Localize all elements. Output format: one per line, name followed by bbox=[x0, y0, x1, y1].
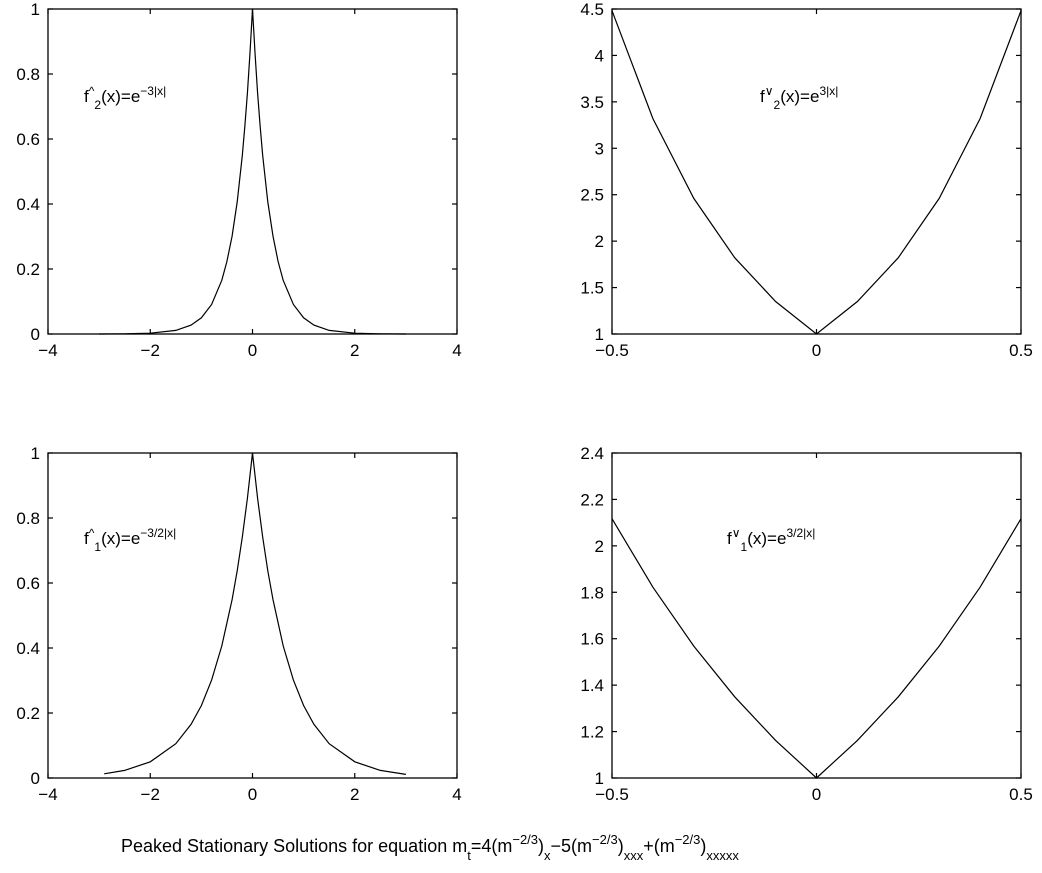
figure-caption: Peaked Stationary Solutions for equation… bbox=[121, 832, 739, 863]
annotation-part-1: ∨ bbox=[732, 526, 741, 540]
annotation-part-3: (x)=e bbox=[747, 529, 786, 548]
x-tick-label: 0.5 bbox=[1009, 341, 1033, 360]
y-tick-label: 2.2 bbox=[580, 490, 604, 509]
function-annotation: f^1(x)=e−3/2|x| bbox=[84, 526, 176, 554]
caption-part-0: Peaked Stationary Solutions for equation… bbox=[121, 836, 467, 856]
x-tick-label: 0.5 bbox=[1009, 785, 1033, 804]
y-tick-label: 1.6 bbox=[580, 630, 604, 649]
x-tick-label: 2 bbox=[350, 785, 359, 804]
annotation-part-1: ^ bbox=[89, 526, 95, 540]
y-tick-label: 0.6 bbox=[16, 130, 40, 149]
caption-part-7: −2/3 bbox=[592, 832, 618, 847]
axes-frame bbox=[611, 8, 1022, 335]
series-line bbox=[99, 8, 406, 335]
y-tick-label: 4.5 bbox=[580, 0, 604, 19]
y-tick-label: 1.8 bbox=[580, 583, 604, 602]
function-annotation: f∨2(x)=e3|x| bbox=[760, 84, 838, 112]
annotation-part-1: ^ bbox=[89, 84, 95, 98]
caption-part-9: xxx bbox=[624, 848, 644, 863]
x-tick-label: −0.5 bbox=[595, 341, 629, 360]
caption-part-6: −5(m bbox=[551, 836, 593, 856]
caption-part-13: xxxxx bbox=[706, 848, 739, 863]
annotation-part-0: f bbox=[84, 87, 89, 106]
panel-bottom-left: −4 −2 0 2 400.20.40.60.81f^1(x)=e−3/2|x| bbox=[16, 444, 461, 804]
y-tick-label: 0.2 bbox=[16, 260, 40, 279]
series-line bbox=[611, 10, 1022, 335]
y-tick-label: 0 bbox=[31, 769, 40, 788]
x-tick-label: 0 bbox=[248, 341, 257, 360]
function-annotation: f∨1(x)=e3/2|x| bbox=[727, 526, 815, 554]
y-tick-label: 4 bbox=[595, 46, 604, 65]
y-tick-label: 0.8 bbox=[16, 65, 40, 84]
annotation-part-2: 1 bbox=[741, 540, 748, 554]
caption-part-5: x bbox=[544, 848, 551, 863]
x-tick-label: 2 bbox=[350, 341, 359, 360]
y-tick-label: 0.8 bbox=[16, 509, 40, 528]
y-tick-label: 0.6 bbox=[16, 574, 40, 593]
panel-top-left: −4 −2 0 2 400.20.40.60.81f^2(x)=e−3|x| bbox=[16, 0, 461, 360]
caption-part-10: +(m bbox=[643, 836, 675, 856]
annotation-part-4: −3|x| bbox=[140, 84, 166, 98]
annotation-part-3: (x)=e bbox=[101, 87, 140, 106]
x-tick-label: −2 bbox=[141, 785, 160, 804]
axes-frame bbox=[47, 8, 458, 335]
annotation-part-4: 3/2|x| bbox=[786, 526, 815, 540]
y-tick-label: 1.4 bbox=[580, 676, 604, 695]
annotation-part-4: 3|x| bbox=[819, 84, 838, 98]
y-tick-label: 2.5 bbox=[580, 186, 604, 205]
annotation-part-3: (x)=e bbox=[101, 529, 140, 548]
y-tick-label: 2.4 bbox=[580, 444, 604, 463]
y-tick-label: 2 bbox=[595, 537, 604, 556]
caption-part-8: ) bbox=[618, 836, 624, 856]
annotation-part-4: −3/2|x| bbox=[140, 526, 176, 540]
y-tick-label: 2 bbox=[595, 232, 604, 251]
y-tick-label: 3 bbox=[595, 139, 604, 158]
x-tick-label: 0 bbox=[812, 785, 821, 804]
annotation-part-2: 1 bbox=[94, 540, 101, 554]
caption-part-1: t bbox=[467, 848, 471, 863]
x-tick-label: −2 bbox=[141, 341, 160, 360]
x-tick-label: −4 bbox=[38, 785, 57, 804]
series-line bbox=[104, 452, 406, 775]
x-tick-label: 4 bbox=[452, 341, 461, 360]
y-tick-label: 0 bbox=[31, 325, 40, 344]
caption-part-4: ) bbox=[538, 836, 544, 856]
y-tick-label: 1 bbox=[31, 444, 40, 463]
y-tick-label: 1 bbox=[31, 0, 40, 19]
function-annotation: f^2(x)=e−3|x| bbox=[84, 84, 166, 112]
panel-bottom-right: −0.5 0 0.511.21.41.61.822.22.4f∨1(x)=e3/2|… bbox=[580, 444, 1032, 804]
caption-part-11: −2/3 bbox=[675, 832, 701, 847]
y-tick-label: 0.4 bbox=[16, 195, 40, 214]
annotation-part-3: (x)=e bbox=[780, 87, 819, 106]
annotation-part-0: f bbox=[84, 529, 89, 548]
annotation-part-1: ∨ bbox=[765, 84, 774, 98]
y-tick-label: 1.5 bbox=[580, 279, 604, 298]
caption-part-3: −2/3 bbox=[512, 832, 538, 847]
x-tick-label: 4 bbox=[452, 785, 461, 804]
annotation-part-0: f bbox=[760, 87, 765, 106]
annotation-part-2: 2 bbox=[774, 98, 781, 112]
y-tick-label: 0.4 bbox=[16, 639, 40, 658]
axes-frame bbox=[47, 452, 458, 779]
caption-part-2: =4(m bbox=[471, 836, 513, 856]
x-tick-label: −0.5 bbox=[595, 785, 629, 804]
axes-frame bbox=[611, 452, 1022, 779]
x-tick-label: 0 bbox=[812, 341, 821, 360]
y-tick-label: 1.2 bbox=[580, 723, 604, 742]
annotation-part-2: 2 bbox=[94, 98, 101, 112]
y-tick-label: 3.5 bbox=[580, 93, 604, 112]
series-line bbox=[611, 518, 1022, 779]
y-tick-label: 0.2 bbox=[16, 704, 40, 723]
x-tick-label: −4 bbox=[38, 341, 57, 360]
x-tick-label: 0 bbox=[248, 785, 257, 804]
y-tick-label: 1 bbox=[595, 325, 604, 344]
caption-part-12: ) bbox=[700, 836, 706, 856]
panel-top-right: −0.5 0 0.511.522.533.544.5f∨2(x)=e3|x| bbox=[580, 0, 1032, 360]
annotation-part-0: f bbox=[727, 529, 732, 548]
y-tick-label: 1 bbox=[595, 769, 604, 788]
